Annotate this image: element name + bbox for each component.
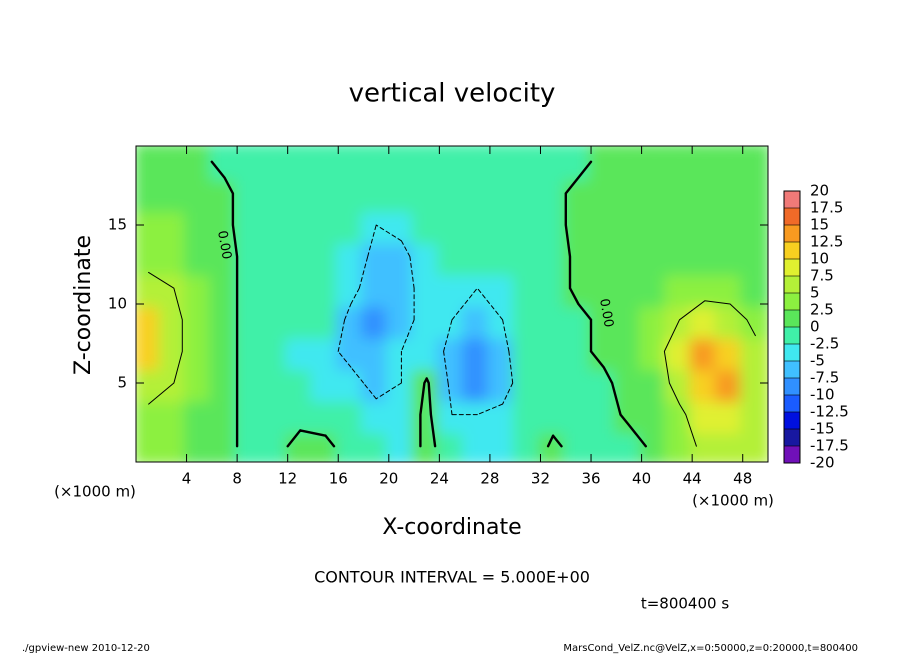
field-cell	[664, 174, 695, 213]
colorbar-label: -20	[810, 454, 835, 472]
footer-right: MarsCond_VelZ.nc@VelZ,x=0:50000,z=0:2000…	[563, 643, 858, 654]
field-cells	[136, 146, 768, 462]
field-cell	[563, 300, 594, 339]
field-cell	[740, 146, 768, 181]
y-tick-label: 10	[108, 295, 127, 313]
contour-label: 0.00	[596, 297, 616, 328]
footer-left: ./gpview-new 2010-12-20	[22, 643, 150, 654]
colorbar-bin	[784, 259, 800, 276]
y-tick-label: 15	[108, 216, 127, 234]
colorbar-label: 2.5	[810, 301, 834, 319]
x-tick-label: 12	[278, 470, 297, 488]
colorbar-label: 20	[810, 182, 829, 200]
field-cell	[563, 174, 594, 213]
x-tick-label: 16	[329, 470, 348, 488]
contour-line	[210, 160, 647, 448]
axes: 4 8 12 16 20 24 28 32 36 40 44 4851015-20-17.5-15-1…	[108, 145, 849, 488]
colorbar-label: -7.5	[810, 369, 839, 387]
colorbar-label: -12.5	[810, 403, 849, 421]
colorbar-bin	[784, 293, 800, 310]
colorbar-bin	[784, 276, 800, 293]
chart-title: vertical velocity	[349, 79, 556, 109]
x-tick-label: 24	[430, 470, 449, 488]
colorbar-label: -17.5	[810, 437, 849, 455]
colorbar-label: 17.5	[810, 199, 843, 217]
x-tick-label: 8	[232, 470, 242, 488]
colorbar-label: 12.5	[810, 233, 843, 251]
field-cell	[740, 174, 768, 213]
field-cell	[664, 146, 695, 181]
time-label: t=800400 s	[641, 595, 729, 613]
colorbar-bin	[784, 242, 800, 259]
colorbar-label: -5	[810, 352, 825, 370]
colorbar-bin	[784, 208, 800, 225]
colorbar-bin	[784, 395, 800, 412]
colorbar-bin	[784, 378, 800, 395]
colorbar-bin	[784, 327, 800, 344]
colorbar-bin	[784, 412, 800, 429]
colorbar-bin	[784, 361, 800, 378]
x-axis-label: X-coordinate	[382, 515, 521, 540]
contour-interval: CONTOUR INTERVAL = 5.000E+00	[314, 568, 590, 587]
x-tick-label: 44	[683, 470, 702, 488]
field-cell	[563, 364, 594, 402]
field	[136, 146, 768, 462]
colorbar-bin	[784, 191, 800, 208]
colorbar-bin	[784, 225, 800, 242]
x-tick-label: 4	[182, 470, 192, 488]
x-tick-label: 28	[480, 470, 499, 488]
colorbar-bin	[784, 310, 800, 327]
colorbar-label: -2.5	[810, 335, 839, 353]
colorbar-label: 15	[810, 216, 829, 234]
colorbar-label: -15	[810, 420, 835, 438]
contour-line	[337, 224, 514, 416]
y-axis-label: Z-coordinate	[71, 235, 96, 375]
x-unit-label: (×1000 m)	[692, 492, 774, 510]
colorbar-label: 7.5	[810, 267, 834, 285]
colorbar-bin	[784, 429, 800, 446]
y-tick-label: 5	[117, 374, 127, 392]
x-tick-label: 36	[581, 470, 600, 488]
colorbar-bin	[784, 446, 800, 463]
colorbar-label: 0	[810, 318, 820, 336]
colorbar-bin	[784, 344, 800, 361]
colorbar-label: -10	[810, 386, 835, 404]
x-tick-label: 20	[379, 470, 398, 488]
contours: 0.00 0.00	[148, 160, 756, 448]
y-unit-label: (×1000 m)	[54, 483, 136, 501]
x-tick-label: 32	[531, 470, 550, 488]
contour-line	[148, 271, 756, 447]
colorbar-label: 5	[810, 284, 820, 302]
x-tick-label: 40	[632, 470, 651, 488]
contour-label: 0.00	[214, 229, 234, 260]
colorbar-label: 10	[810, 250, 829, 268]
x-tick-label: 48	[733, 470, 752, 488]
